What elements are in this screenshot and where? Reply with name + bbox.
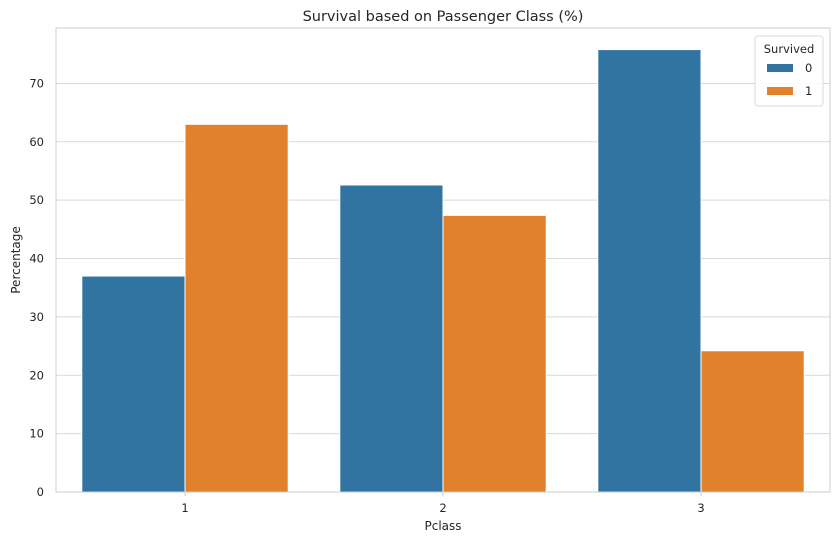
chart-title: Survival based on Passenger Class (%) <box>303 9 584 25</box>
y-tick-label: 60 <box>29 135 44 149</box>
y-tick-label: 30 <box>29 310 44 324</box>
y-tick-label: 10 <box>29 427 44 441</box>
legend-label-0: 0 <box>805 61 812 75</box>
bar-class-1-survived-1 <box>184 123 289 493</box>
y-tick-label: 70 <box>29 76 44 90</box>
y-tick-label: 50 <box>29 193 44 207</box>
x-tick-label: 3 <box>697 501 704 515</box>
x-axis-label: Pclass <box>424 519 461 533</box>
y-tick-labels: 0 10 20 30 40 50 60 70 <box>29 76 44 499</box>
legend-title: Survived <box>764 42 815 56</box>
y-tick-label: 0 <box>37 485 44 499</box>
legend-swatch-1 <box>767 87 793 95</box>
legend-label-1: 1 <box>805 84 812 98</box>
x-tick-label: 2 <box>439 501 446 515</box>
y-tick-label: 20 <box>29 368 44 382</box>
bar-class-3-survived-1 <box>700 350 805 493</box>
bar-class-2-survived-0 <box>339 184 444 493</box>
bars <box>81 49 805 493</box>
y-tick-label: 40 <box>29 252 44 266</box>
x-tick-label: 1 <box>181 501 188 515</box>
legend-swatch-0 <box>767 64 793 72</box>
bar-class-2-survived-1 <box>442 214 547 493</box>
bar-class-1-survived-0 <box>81 275 186 493</box>
bar-class-3-survived-0 <box>597 49 702 493</box>
y-axis-label: Percentage <box>9 226 23 294</box>
legend: Survived 0 1 <box>754 35 824 107</box>
x-tick-labels: 1 2 3 <box>181 492 705 515</box>
